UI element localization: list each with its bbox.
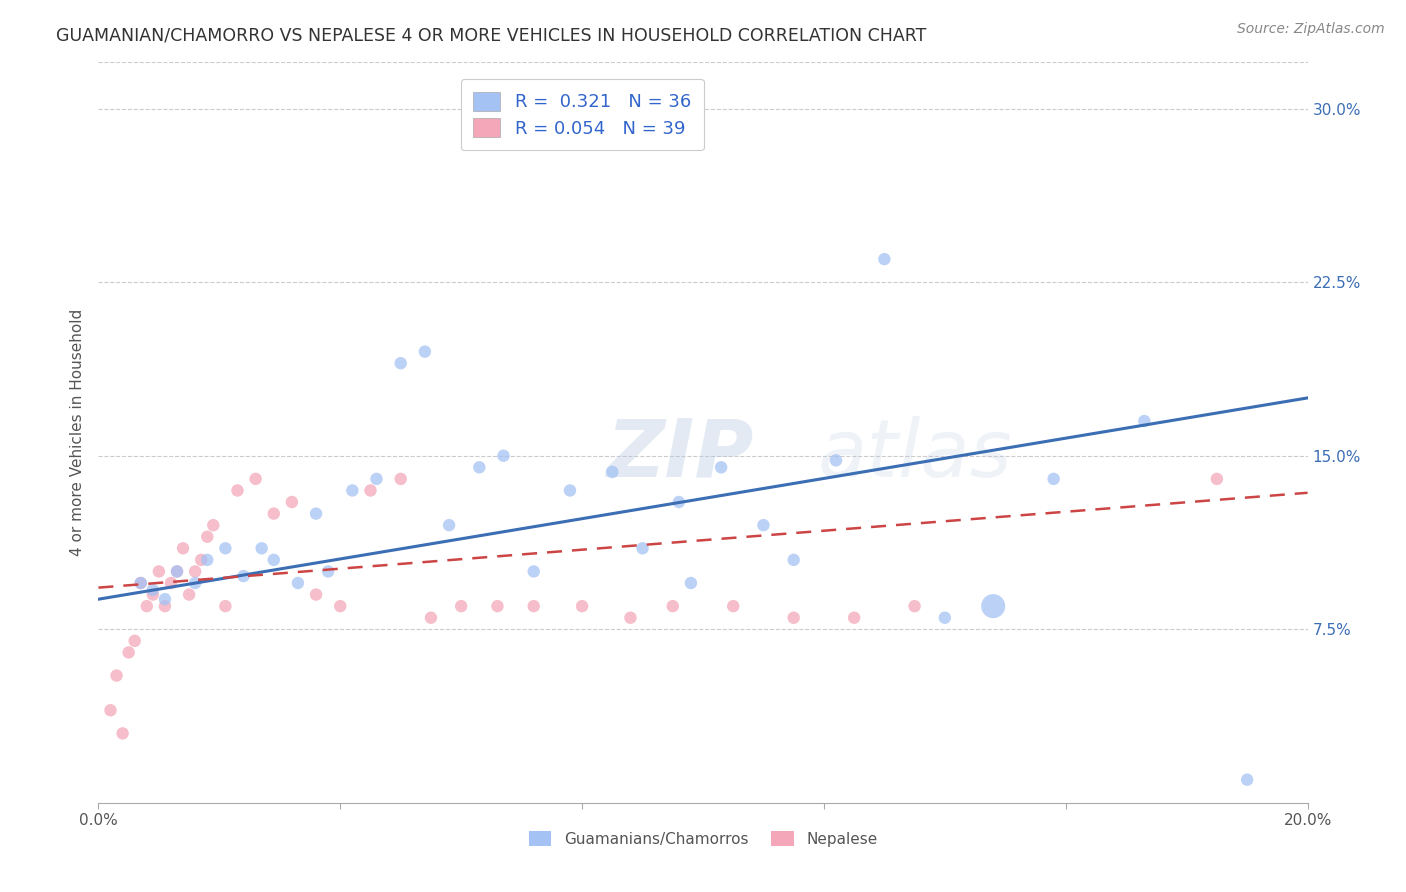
Point <box>232 569 254 583</box>
Point <box>1206 472 1229 486</box>
Point <box>118 645 141 659</box>
Point <box>661 599 683 614</box>
Point <box>679 576 702 591</box>
Point <box>825 453 848 467</box>
Point <box>558 483 581 498</box>
Text: Source: ZipAtlas.com: Source: ZipAtlas.com <box>1237 22 1385 37</box>
Point <box>668 495 690 509</box>
Point <box>783 610 806 624</box>
Point <box>148 565 170 579</box>
Point <box>166 565 188 579</box>
Point <box>342 483 364 498</box>
Point <box>468 460 491 475</box>
Point <box>710 460 733 475</box>
Point <box>190 553 212 567</box>
Point <box>263 507 285 521</box>
Point <box>250 541 273 556</box>
Point <box>316 565 339 579</box>
Point <box>486 599 509 614</box>
Point <box>873 252 896 266</box>
Point <box>420 610 443 624</box>
Legend: Guamanians/Chamorros, Nepalese: Guamanians/Chamorros, Nepalese <box>520 823 886 855</box>
Point <box>135 599 157 614</box>
Point <box>366 472 388 486</box>
Point <box>523 599 546 614</box>
Point <box>111 726 134 740</box>
Point <box>329 599 352 614</box>
Point <box>571 599 593 614</box>
Point <box>153 599 176 614</box>
Point <box>450 599 472 614</box>
Point <box>844 610 866 624</box>
Point <box>160 576 183 591</box>
Point <box>1042 472 1064 486</box>
Point <box>934 610 956 624</box>
Point <box>202 518 225 533</box>
Point <box>184 576 207 591</box>
Point <box>360 483 382 498</box>
Point <box>783 553 806 567</box>
Point <box>129 576 152 591</box>
Point <box>389 472 412 486</box>
Point <box>1133 414 1156 428</box>
Point <box>184 565 207 579</box>
Point <box>305 588 328 602</box>
Point <box>226 483 249 498</box>
Point <box>287 576 309 591</box>
Text: atlas: atlas <box>818 416 1012 494</box>
Point <box>523 565 546 579</box>
Point <box>124 633 146 648</box>
Point <box>214 541 236 556</box>
Point <box>263 553 285 567</box>
Point <box>179 588 201 602</box>
Point <box>245 472 267 486</box>
Point <box>437 518 460 533</box>
Point <box>619 610 641 624</box>
Point <box>105 668 128 682</box>
Point <box>631 541 654 556</box>
Point <box>1236 772 1258 787</box>
Point <box>752 518 775 533</box>
Point <box>981 599 1004 614</box>
Point <box>100 703 122 717</box>
Text: ZIP: ZIP <box>606 416 754 494</box>
Point <box>492 449 515 463</box>
Point <box>142 582 165 597</box>
Point <box>305 507 328 521</box>
Text: GUAMANIAN/CHAMORRO VS NEPALESE 4 OR MORE VEHICLES IN HOUSEHOLD CORRELATION CHART: GUAMANIAN/CHAMORRO VS NEPALESE 4 OR MORE… <box>56 27 927 45</box>
Point <box>142 588 165 602</box>
Y-axis label: 4 or more Vehicles in Household: 4 or more Vehicles in Household <box>69 309 84 557</box>
Point <box>129 576 152 591</box>
Point <box>413 344 436 359</box>
Point <box>153 592 176 607</box>
Point <box>723 599 745 614</box>
Point <box>172 541 194 556</box>
Point <box>389 356 412 370</box>
Point <box>281 495 304 509</box>
Point <box>195 553 218 567</box>
Point <box>214 599 236 614</box>
Point <box>195 530 218 544</box>
Point <box>602 465 624 479</box>
Point <box>166 565 188 579</box>
Point <box>904 599 927 614</box>
